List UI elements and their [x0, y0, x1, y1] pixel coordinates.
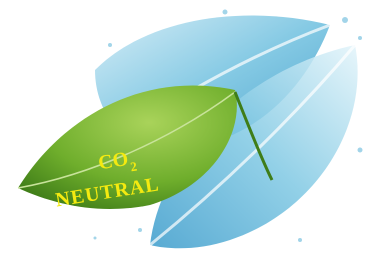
- co-text: CO: [97, 148, 130, 174]
- co2-neutral-logo: CO 2 NEUTRAL: [0, 0, 373, 255]
- page: CO 2 NEUTRAL (() => { const data = JSON.…: [0, 0, 373, 255]
